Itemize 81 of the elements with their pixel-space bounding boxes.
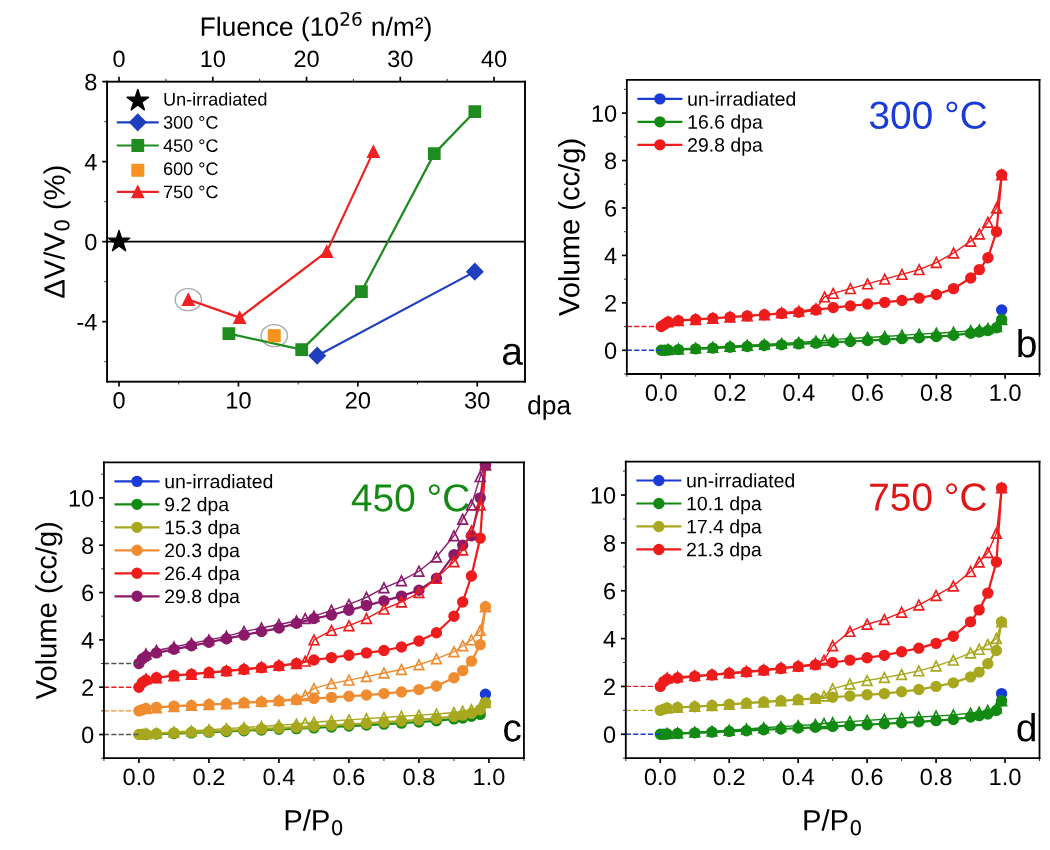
x-tick-label: 0.6 xyxy=(333,768,365,786)
legend-label: 29.8 dpa xyxy=(165,589,240,608)
x-tick-label: 0.2 xyxy=(713,768,745,786)
y-tick-label: 8 xyxy=(85,73,97,91)
y-tick-label: 10 xyxy=(592,105,617,122)
x-tick-label: 0.8 xyxy=(403,768,435,786)
x-tick-label: 20 xyxy=(345,392,371,409)
x-tick-label: 0.4 xyxy=(263,768,295,786)
annotation: 450 °C xyxy=(351,484,469,512)
y-axis-title: Volume (cc/g) xyxy=(35,522,63,700)
x-tick-label: 0.2 xyxy=(714,384,746,402)
legend-label: 29.8 dpa xyxy=(688,137,763,156)
x-tick-label: 0.6 xyxy=(851,768,883,786)
y-tick-label: 0 xyxy=(604,342,617,360)
legend-label: 16.6 dpa xyxy=(688,114,763,133)
annotation: a xyxy=(502,343,523,365)
x-tick-label: 0.0 xyxy=(123,768,155,786)
x-tick-label: 0.4 xyxy=(782,768,814,786)
y-axis-title: Volume (cc/g) xyxy=(558,139,586,316)
y-tick-label: 6 xyxy=(82,584,94,602)
x-tick-label: 0.8 xyxy=(920,768,952,786)
x-axis-title: P/P$_{0}$ xyxy=(804,809,861,836)
legend-label: 300 °C xyxy=(163,116,218,129)
legend-label: un-irradiated xyxy=(165,474,273,489)
y-tick-label: 8 xyxy=(82,537,94,555)
annotation: 300 °C xyxy=(869,101,987,130)
annotation: d xyxy=(1017,713,1035,742)
y-tick-label: 0 xyxy=(85,233,97,251)
legend-label: 10.1 dpa xyxy=(687,496,762,515)
legend-label: un-irradiated xyxy=(688,91,796,106)
x-tick-label: 0.6 xyxy=(852,384,883,402)
legend-label: 17.4 dpa xyxy=(687,519,762,538)
y-tick-label: -4 xyxy=(77,313,97,331)
legend-label: 26.4 dpa xyxy=(165,566,240,585)
y-tick-label: 4 xyxy=(604,247,617,264)
x-tick-label: 30 xyxy=(465,392,490,409)
y-tick-label: 6 xyxy=(605,200,617,217)
legend-label: 750 °C xyxy=(164,185,218,199)
x-axis-title: P/P$_{0}$ xyxy=(285,809,343,836)
x2-tick-label: 20 xyxy=(294,50,319,68)
x-axis-title: dpa xyxy=(528,395,572,420)
legend-label: 20.3 dpa xyxy=(165,543,240,562)
y-tick-label: 2 xyxy=(82,679,94,696)
y-tick-label: 2 xyxy=(604,678,615,695)
y-tick-label: 10 xyxy=(69,489,94,507)
x2-tick-label: 10 xyxy=(201,50,225,68)
legend-label: Un-irradiated xyxy=(164,92,267,106)
y-tick-label: 2 xyxy=(605,294,616,312)
x-tick-label: 0.4 xyxy=(783,384,815,402)
x2-tick-label: 40 xyxy=(481,50,507,68)
y-tick-label: 4 xyxy=(84,153,97,171)
legend-label: 450 °C xyxy=(163,139,218,152)
legend-label: 15.3 dpa xyxy=(165,520,240,539)
x-tick-label: 1.0 xyxy=(990,384,1021,402)
x-tick-label: 0.8 xyxy=(920,384,952,402)
legend-label: 9.2 dpa xyxy=(165,497,230,516)
x-tick-label: 0.0 xyxy=(644,768,676,786)
x-tick-label: 0.2 xyxy=(193,768,225,786)
annotation: c xyxy=(504,720,521,742)
y-tick-label: 6 xyxy=(604,582,616,600)
y-tick-label: 4 xyxy=(603,630,616,648)
annotation: b xyxy=(1018,328,1036,358)
y-tick-label: 8 xyxy=(605,152,617,170)
x2-tick-label: 0 xyxy=(113,50,125,68)
x-tick-label: 10 xyxy=(227,392,251,409)
y-axis-title: ΔV/V$_{0}$ (%) xyxy=(43,166,71,298)
y-tick-label: 4 xyxy=(81,632,94,649)
legend-label: 600 °C xyxy=(163,162,218,176)
y-tick-label: 0 xyxy=(82,726,94,744)
x-tick-label: 1.0 xyxy=(474,768,505,786)
x2-tick-label: 30 xyxy=(388,50,413,68)
y-tick-label: 8 xyxy=(603,534,616,552)
x-tick-label: 1.0 xyxy=(990,768,1021,786)
y-tick-label: 0 xyxy=(603,726,616,744)
legend-label: 21.3 dpa xyxy=(687,542,762,561)
y-tick-label: 10 xyxy=(591,487,616,504)
legend-label: un-irradiated xyxy=(687,473,794,488)
x2-axis-title: Fluence (10$^{26}$ n/m²) xyxy=(201,11,431,42)
x-tick-label: 0.0 xyxy=(645,384,677,402)
x-tick-label: 0 xyxy=(113,392,125,409)
annotation: 750 °C xyxy=(870,483,986,511)
